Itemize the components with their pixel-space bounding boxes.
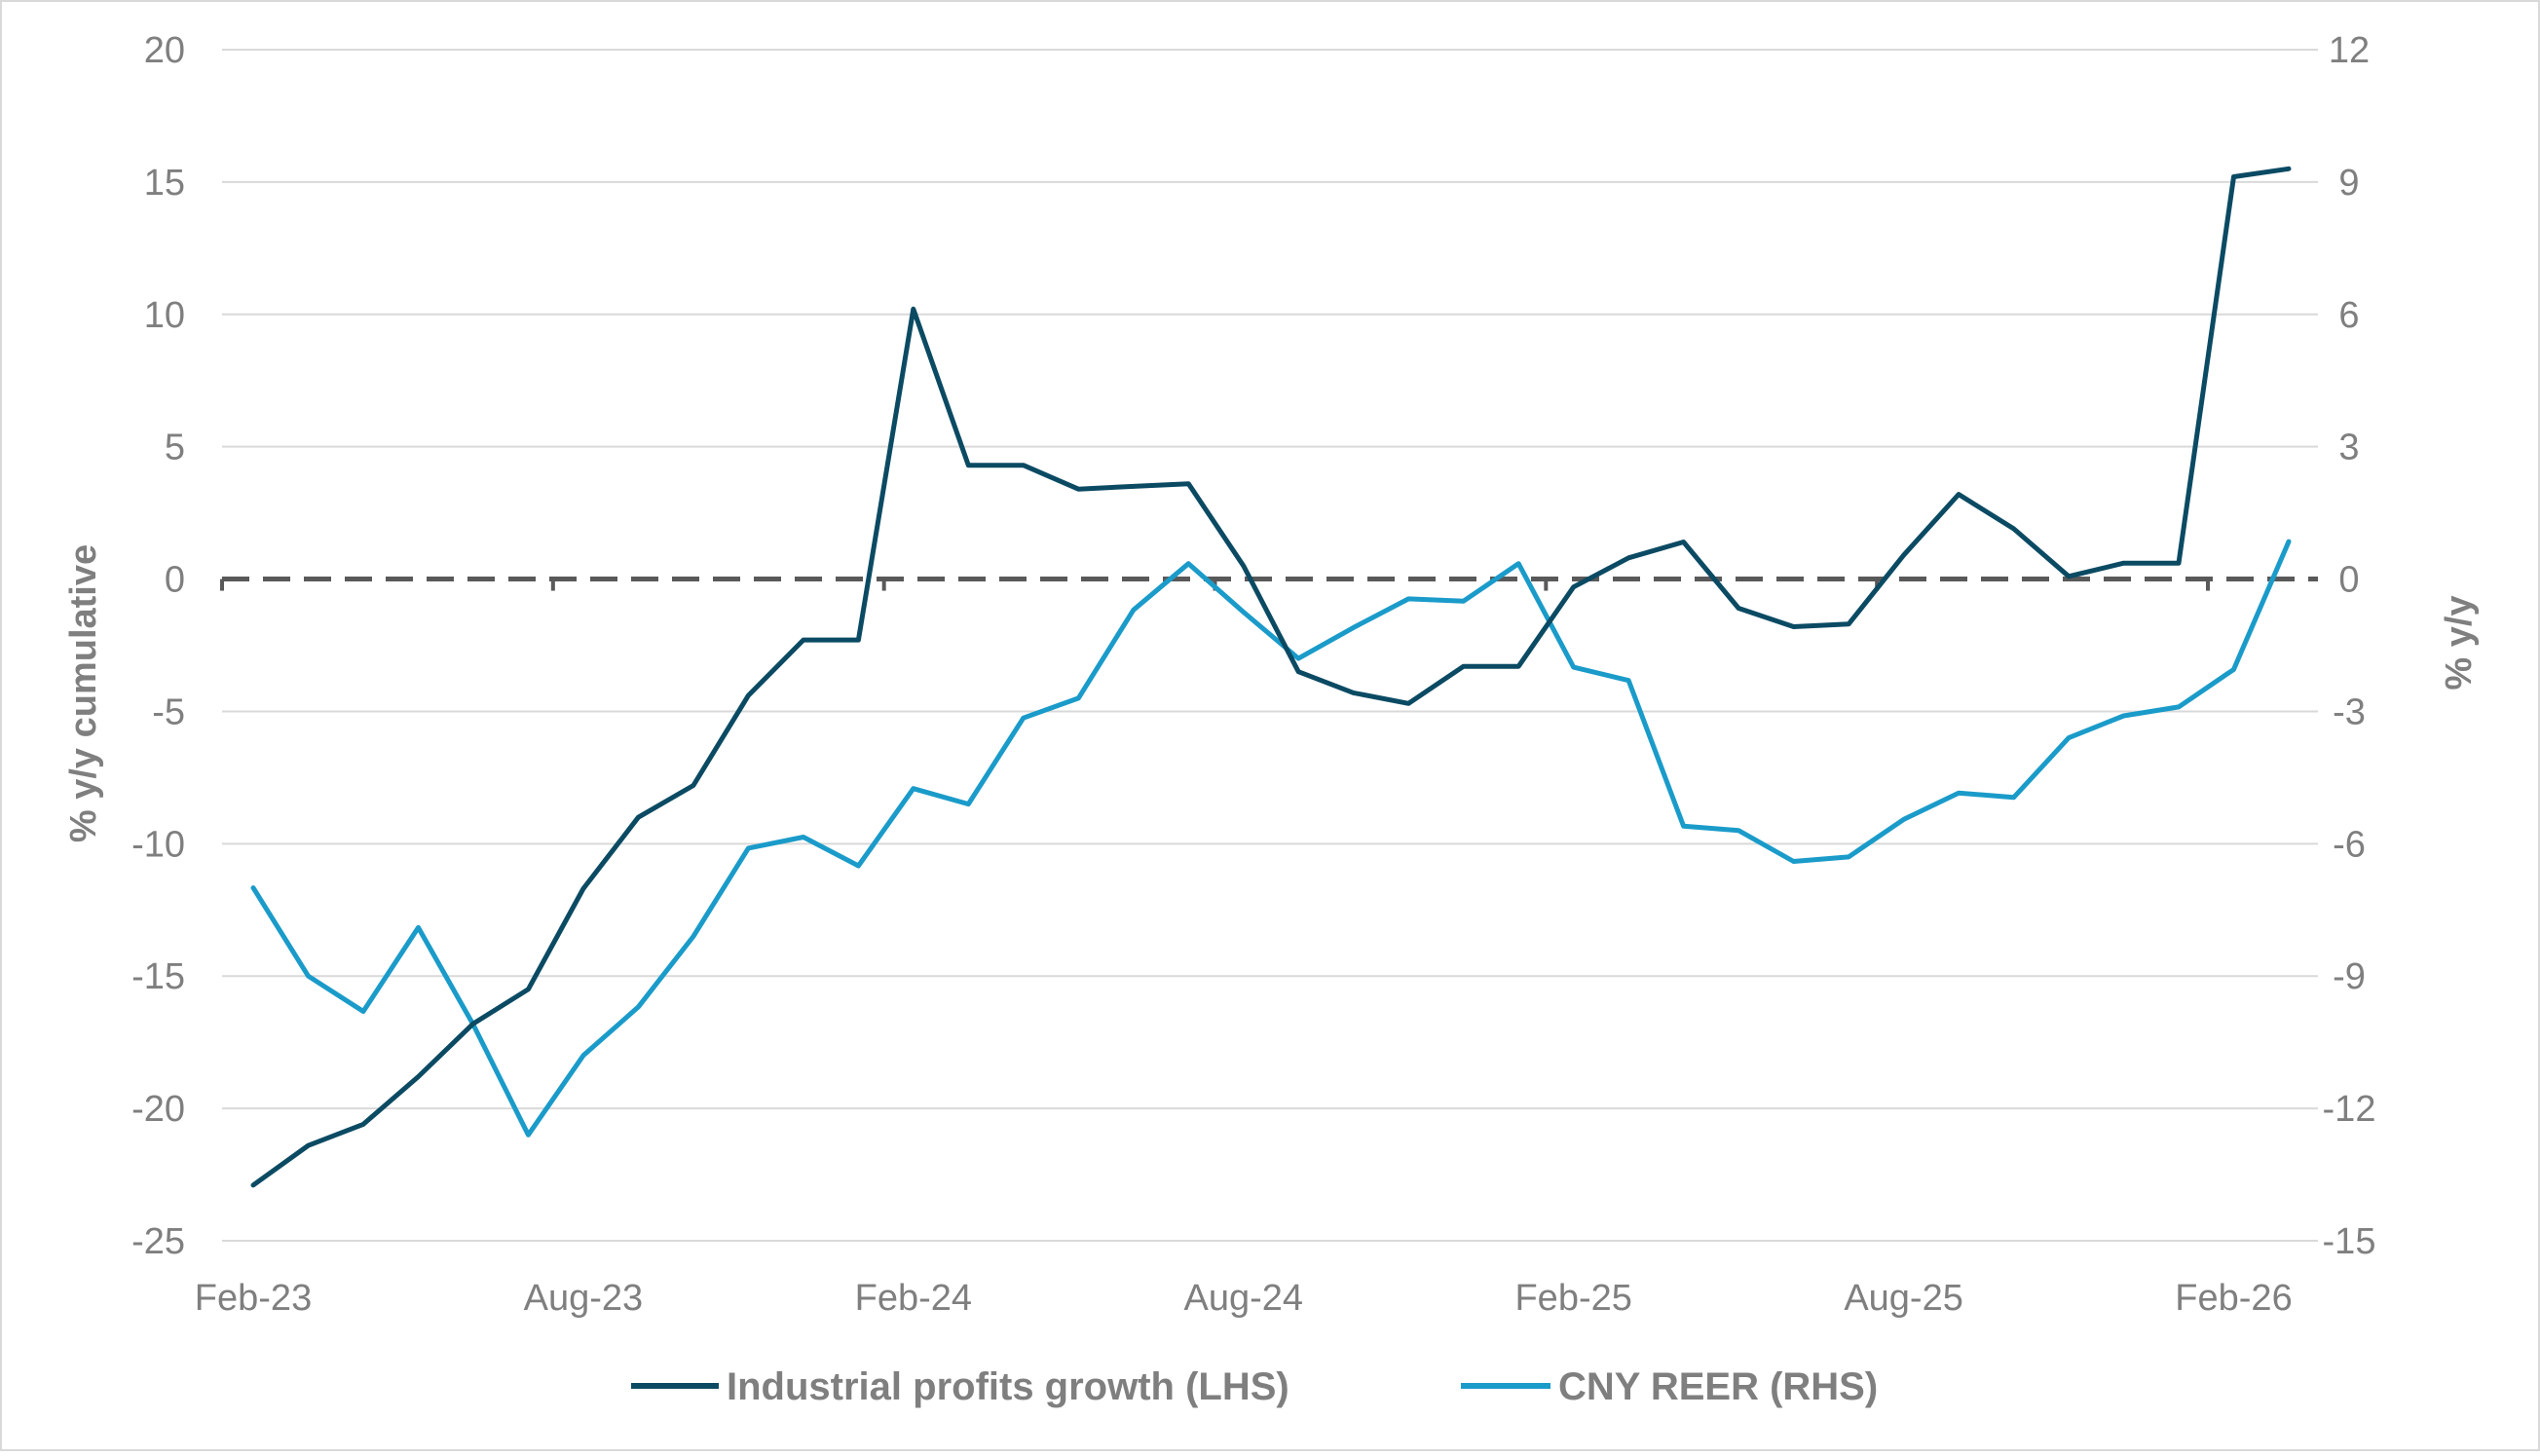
y-left-tick-label: -20: [131, 1089, 185, 1130]
x-axis-tick-labels: Feb-23 Aug-23 Feb-24 Aug-24 Feb-25 Aug-25 Feb-…: [195, 1278, 2293, 1319]
y-right-tick-label: 6: [2338, 295, 2359, 336]
x-tick-label: Aug-25: [1844, 1278, 1963, 1319]
legend-label: CNY REER (RHS): [1558, 1365, 1878, 1408]
y-right-tick-label: 3: [2338, 428, 2359, 468]
y-left-tick-label: 0: [165, 560, 185, 601]
series-layer: [250, 166, 2292, 1188]
y-left-tick-label: -10: [131, 824, 185, 865]
y-right-tick-label: -3: [2333, 691, 2366, 732]
right-axis-tick-labels: 12 9 6 3 0 -3 -6 -9 -12 -15: [2323, 30, 2376, 1262]
y-right-tick-label: -9: [2333, 956, 2366, 997]
legend-label: Industrial profits growth (LHS): [727, 1365, 1289, 1408]
y-left-tick-label: 15: [144, 163, 185, 204]
gridlines: [222, 49, 2318, 1242]
y-right-tick-label: -15: [2323, 1221, 2376, 1262]
y-right-tick-label: 12: [2329, 30, 2370, 71]
x-tick-label: Aug-23: [524, 1278, 644, 1319]
x-tick-label: Feb-26: [2175, 1278, 2292, 1319]
series-line-industrial-profits: [250, 166, 2292, 1188]
y-right-tick-label: -12: [2323, 1089, 2376, 1130]
y-left-tick-label: 20: [144, 30, 185, 71]
y-left-tick-label: 5: [165, 428, 185, 468]
x-tick-label: Aug-24: [1183, 1278, 1303, 1319]
y-left-tick-label: -15: [131, 956, 185, 997]
left-axis-title: % y/y cumulative: [63, 544, 104, 842]
left-axis-tick-labels: 20 15 10 5 0 -5 -10 -15 -20 -25: [131, 30, 185, 1262]
x-tick-label: Feb-23: [195, 1278, 312, 1319]
series-line-cny-reer: [250, 539, 2292, 1138]
y-left-tick-label: -25: [131, 1221, 185, 1262]
x-tick-label: Feb-24: [855, 1278, 972, 1319]
legend: Industrial profits growth (LHS) CNY REER …: [631, 1365, 1878, 1408]
right-axis-title: % y/y: [2439, 595, 2480, 690]
y-right-tick-label: 0: [2338, 560, 2359, 601]
y-left-tick-label: 10: [144, 295, 185, 336]
y-right-tick-label: 9: [2338, 163, 2359, 204]
y-left-tick-label: -5: [152, 691, 185, 732]
y-right-tick-label: -6: [2333, 824, 2366, 865]
x-tick-label: Feb-25: [1514, 1278, 1631, 1319]
